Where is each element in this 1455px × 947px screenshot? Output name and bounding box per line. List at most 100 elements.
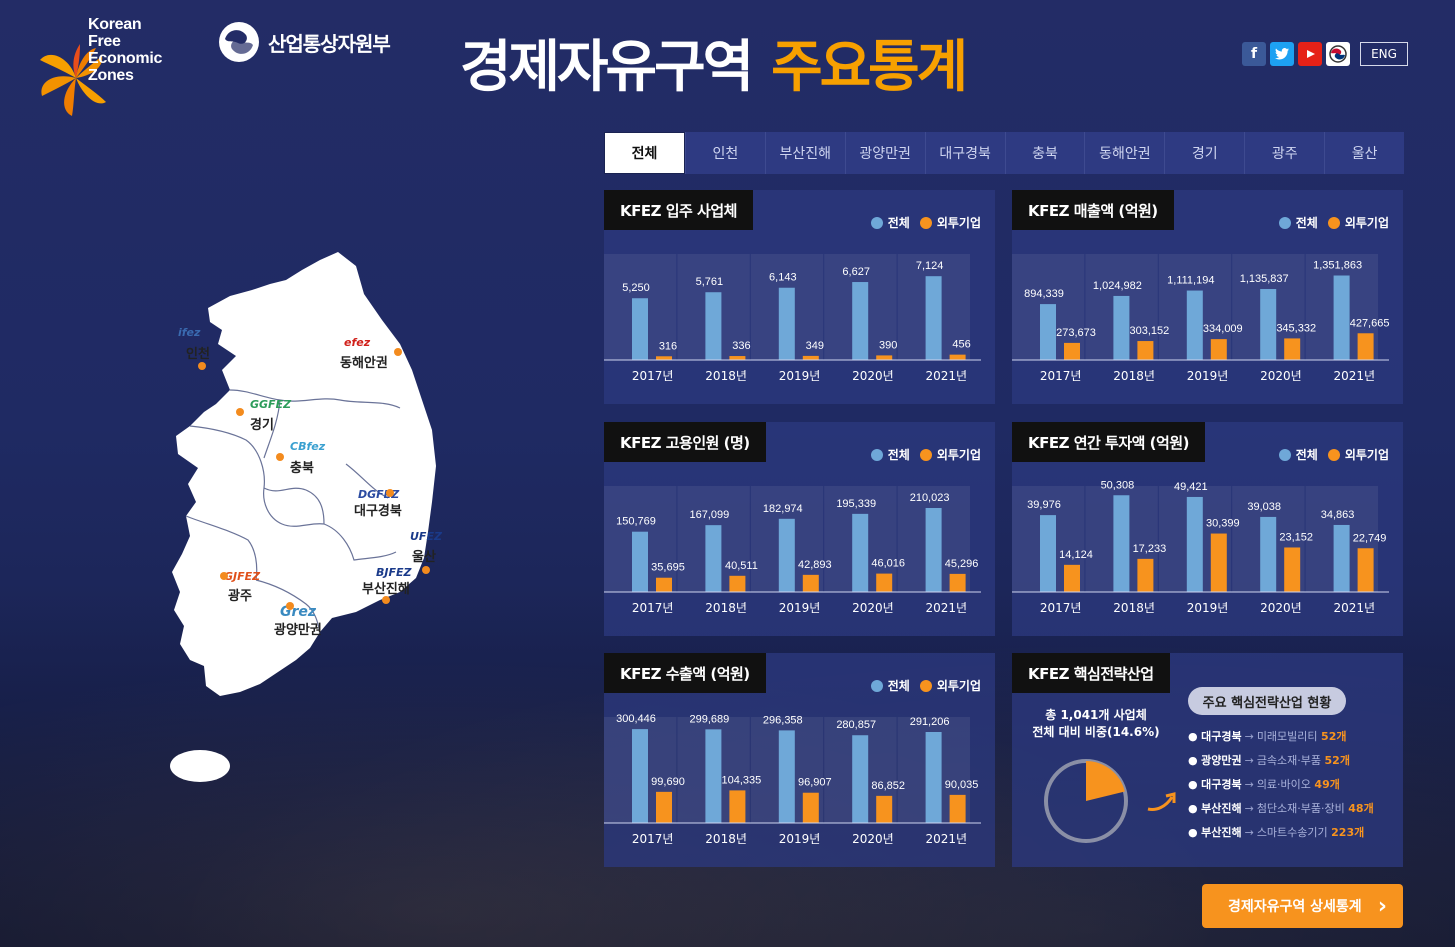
x-tick-label: 2020년 [1260, 369, 1302, 383]
data-label: 30,399 [1206, 518, 1240, 530]
chart-bar [1333, 524, 1350, 592]
map-dot-busan-jinhae[interactable] [382, 596, 390, 604]
chart-bar [1137, 558, 1154, 592]
card-title: KFEZ 수출액 (억원) [604, 653, 766, 693]
card-employment: KFEZ 고용인원 (명) 전체 외투기업 150,769 35,695 2017년… [604, 422, 995, 636]
data-label: 6,627 [842, 266, 870, 278]
legend-foreign: 외투기업 [1327, 446, 1389, 463]
map-dot-incheon[interactable] [198, 362, 206, 370]
chart-bar [729, 356, 746, 360]
map-label-busan-jinhae[interactable]: 부산진해 [362, 582, 410, 597]
youtube-icon[interactable] [1298, 42, 1322, 66]
chart-bar [705, 292, 722, 360]
data-label: 22,749 [1353, 532, 1387, 544]
tab-gyeonggi[interactable]: 경기 [1164, 132, 1244, 174]
list-item: ● 대구경북 → 의료·바이오 49개 [1188, 778, 1340, 791]
chart-bar [876, 355, 893, 360]
data-label: 349 [806, 340, 824, 352]
x-tick-label: 2021년 [926, 832, 968, 846]
tab-incheon[interactable]: 인천 [684, 132, 765, 174]
gjfez-logo: GJFEZ [224, 570, 261, 583]
x-tick-label: 2019년 [1187, 601, 1229, 615]
map-label-chungbuk[interactable]: 충북 [290, 461, 314, 476]
tab-daegu-gyeongbuk[interactable]: 대구경북 [924, 132, 1005, 174]
data-label: 90,035 [945, 779, 979, 791]
card-title: KFEZ 입주 사업체 [604, 190, 753, 230]
legend-foreign: 외투기업 [1327, 214, 1389, 231]
chart-bar [729, 790, 746, 823]
tab-gwangyang[interactable]: 광양만권 [844, 132, 925, 174]
legend-total: 전체 [1278, 214, 1318, 231]
card-title: KFEZ 핵심전략산업 [1012, 653, 1170, 693]
map-label-east-coast[interactable]: 동해안권 [340, 356, 388, 371]
map-label-daegu-gyeongbuk[interactable]: 대구경북 [354, 504, 402, 519]
x-tick-label: 2019년 [779, 369, 821, 383]
legend-foreign: 외투기업 [919, 446, 981, 463]
list-item: ● 광양만권 → 금속소재·부품 52개 [1188, 754, 1350, 767]
data-label: 5,761 [696, 276, 724, 288]
card-sales: KFEZ 매출액 (억원) 전체 외투기업 894,339 273,673 2017… [1012, 190, 1403, 404]
ufez-logo: UFEZ [410, 530, 442, 543]
chart-bar [778, 518, 795, 592]
ministry-name: 산업통상자원부 [268, 31, 391, 56]
card-title: KFEZ 고용인원 (명) [604, 422, 766, 462]
tab-ulsan[interactable]: 울산 [1324, 132, 1404, 174]
data-label: 35,695 [651, 562, 685, 574]
map-dot-ulsan[interactable] [422, 566, 430, 574]
kfez-logo[interactable]: Korean Free Economic Zones [36, 16, 196, 116]
chart-sales: 894,339 273,673 2017년 1,024,982 303,152 2018년… [1012, 254, 1390, 383]
map-label-ulsan[interactable]: 울산 [412, 550, 436, 565]
map-dot-east-coast[interactable] [394, 348, 402, 356]
x-tick-label: 2020년 [1260, 601, 1302, 615]
tab-east-coast[interactable]: 동해안권 [1084, 132, 1164, 174]
x-tick-label: 2017년 [632, 369, 674, 383]
map-label-gwangju[interactable]: 광주 [228, 589, 252, 604]
tab-chungbuk[interactable]: 충북 [1004, 132, 1085, 174]
data-label: 299,689 [690, 713, 730, 725]
data-label: 99,690 [651, 776, 685, 788]
map-label-gyeonggi[interactable]: 경기 [250, 418, 274, 433]
detail-stats-button[interactable]: 경제자유구역 상세통계 › [1202, 884, 1403, 928]
x-tick-label: 2018년 [705, 832, 747, 846]
map-dot-gwangyang[interactable] [286, 602, 294, 610]
legend-total: 전체 [870, 446, 910, 463]
map-dot-gwangju[interactable] [220, 572, 228, 580]
data-label: 96,907 [798, 777, 832, 789]
map-label-incheon[interactable]: 인천 [186, 347, 210, 362]
language-button[interactable]: ENG [1360, 42, 1408, 66]
map-label-gwangyang[interactable]: 광양만권 [274, 623, 322, 638]
map-dot-chungbuk[interactable] [276, 453, 284, 461]
chart-bar [656, 356, 672, 360]
chart-bar [656, 577, 672, 592]
chart-investment: 39,976 14,124 2017년 50,308 17,233 2018년 49,421… [1012, 479, 1389, 615]
map-dot-daegu-gyeongbuk[interactable] [386, 489, 394, 497]
chart-bar [852, 282, 869, 360]
x-tick-label: 2018년 [1113, 601, 1155, 615]
twitter-icon[interactable] [1270, 42, 1294, 66]
data-label: 39,038 [1247, 501, 1281, 513]
ministry-logo[interactable]: 산업통상자원부 [218, 20, 391, 64]
legend-foreign: 외투기업 [919, 214, 981, 231]
x-tick-label: 2017년 [1040, 601, 1082, 615]
chart-legend: 전체 외투기업 [870, 446, 981, 463]
x-tick-label: 2021년 [1334, 369, 1376, 383]
data-label: 182,974 [763, 503, 803, 515]
data-label: 390 [879, 339, 897, 351]
korea-gov-icon[interactable] [1326, 42, 1350, 66]
data-label: 1,351,863 [1313, 260, 1362, 272]
korea-map-shape [170, 252, 436, 782]
tab-gwangju[interactable]: 광주 [1244, 132, 1324, 174]
data-label: 427,665 [1350, 317, 1390, 329]
x-tick-label: 2020년 [852, 601, 894, 615]
map-dot-gyeonggi[interactable] [236, 408, 244, 416]
data-label: 6,143 [769, 272, 797, 284]
data-label: 316 [659, 340, 677, 352]
data-label: 1,135,837 [1240, 273, 1289, 285]
tab-all[interactable]: 전체 [604, 132, 685, 174]
chart-bar [705, 729, 722, 823]
data-label: 45,296 [945, 558, 979, 570]
facebook-icon[interactable]: f [1242, 42, 1266, 66]
data-label: 1,024,982 [1093, 280, 1142, 292]
x-tick-label: 2018년 [705, 601, 747, 615]
tab-busan-jinhae[interactable]: 부산진해 [764, 132, 845, 174]
